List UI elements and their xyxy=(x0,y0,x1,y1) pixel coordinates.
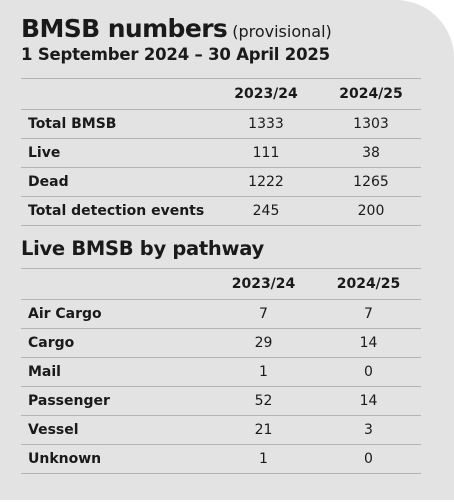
table-row: Mail 1 0 xyxy=(21,357,421,387)
row-label: Vessel xyxy=(21,415,211,445)
table-header-row: 2023/24 2024/25 xyxy=(21,78,421,110)
value-2023-24: 21 xyxy=(211,415,316,445)
row-label: Dead xyxy=(21,167,211,197)
table-row: Dead 1222 1265 xyxy=(21,167,421,197)
column-header-2024-25: 2024/25 xyxy=(316,268,421,300)
value-2023-24: 1 xyxy=(211,357,316,387)
value-2023-24: 1333 xyxy=(211,109,321,139)
row-label: Total detection events xyxy=(21,196,211,226)
row-label: Cargo xyxy=(21,328,211,358)
value-2024-25: 3 xyxy=(316,415,421,445)
table-row: Vessel 21 3 xyxy=(21,415,421,445)
title-row: BMSB numbers (provisional) xyxy=(21,14,434,43)
value-2024-25: 14 xyxy=(316,386,421,416)
row-label: Air Cargo xyxy=(21,299,211,329)
date-range: 1 September 2024 – 30 April 2025 xyxy=(21,45,330,64)
value-2024-25: 0 xyxy=(316,444,421,474)
table-row: Cargo 29 14 xyxy=(21,328,421,358)
value-2023-24: 1222 xyxy=(211,167,321,197)
value-2024-25: 1303 xyxy=(321,109,421,139)
row-label: Live xyxy=(21,138,211,168)
value-2023-24: 52 xyxy=(211,386,316,416)
table-row: Total BMSB 1333 1303 xyxy=(21,109,421,139)
value-2023-24: 245 xyxy=(211,196,321,226)
table-header-row: 2023/24 2024/25 xyxy=(21,268,421,300)
page-title: BMSB numbers xyxy=(21,14,228,43)
row-label: Mail xyxy=(21,357,211,387)
column-header-2023-24: 2023/24 xyxy=(211,268,316,300)
title-note: (provisional) xyxy=(232,22,332,41)
column-header-2024-25: 2024/25 xyxy=(321,78,421,110)
value-2023-24: 29 xyxy=(211,328,316,358)
pathway-table: 2023/24 2024/25 Air Cargo 7 7 Cargo 29 1… xyxy=(21,268,421,474)
value-2024-25: 1265 xyxy=(321,167,421,197)
row-label: Unknown xyxy=(21,444,211,474)
value-2024-25: 200 xyxy=(321,196,421,226)
column-header-2023-24: 2023/24 xyxy=(211,78,321,110)
column-header-label xyxy=(21,268,211,300)
totals-table: 2023/24 2024/25 Total BMSB 1333 1303 Liv… xyxy=(21,78,421,226)
table-row: Unknown 1 0 xyxy=(21,444,421,474)
value-2024-25: 7 xyxy=(316,299,421,329)
row-label: Total BMSB xyxy=(21,109,211,139)
table-row: Air Cargo 7 7 xyxy=(21,299,421,329)
section-heading-pathway: Live BMSB by pathway xyxy=(21,237,264,260)
value-2024-25: 38 xyxy=(321,138,421,168)
table-row: Total detection events 245 200 xyxy=(21,196,421,226)
table-row: Passenger 52 14 xyxy=(21,386,421,416)
column-header-label xyxy=(21,78,211,110)
value-2023-24: 7 xyxy=(211,299,316,329)
row-label: Passenger xyxy=(21,386,211,416)
value-2024-25: 0 xyxy=(316,357,421,387)
table-row: Live 111 38 xyxy=(21,138,421,168)
value-2023-24: 1 xyxy=(211,444,316,474)
value-2023-24: 111 xyxy=(211,138,321,168)
value-2024-25: 14 xyxy=(316,328,421,358)
